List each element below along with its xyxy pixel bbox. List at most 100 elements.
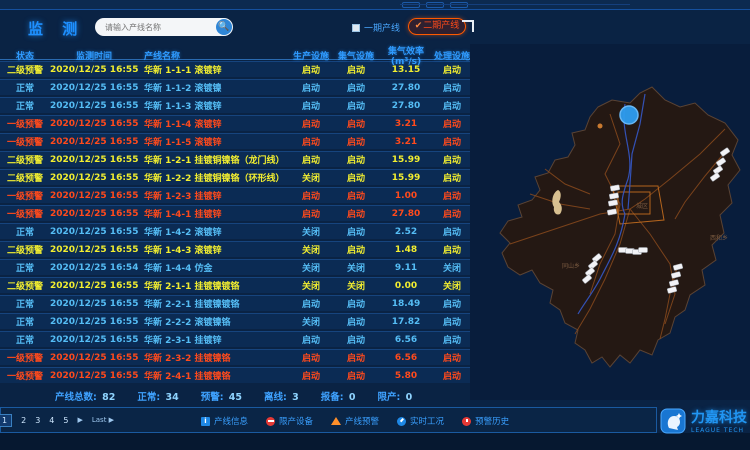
legend-label: 限产设备	[279, 417, 314, 427]
legend-tri-button[interactable]: 产线预警	[331, 415, 379, 427]
column-header: 监测时间	[75, 52, 112, 62]
white-site-marker[interactable]	[607, 208, 617, 216]
cell-time: 2020/12/25 16:55:04	[50, 244, 138, 255]
table-row[interactable]: 正常 2020/12/25 16:55:04 华新 2-2-2 滚镀镍铬 关闭 启动 17…	[0, 313, 470, 329]
summary-item: 离线: 3	[264, 392, 299, 403]
cell-prod: 关闭	[301, 246, 320, 256]
corner-bracket	[462, 20, 474, 32]
cell-status: 一级预警	[6, 354, 43, 364]
table-row[interactable]: 一级预警 2020/12/25 16:55:24 华新 2-3-2 挂镀镍铬 启动 启动…	[0, 349, 470, 365]
site-markers[interactable]	[582, 105, 730, 294]
table-row[interactable]: 一级预警 2020/12/25 16:55:24 华新 1-1-5 滚镀锌 启动 启动 3…	[0, 133, 470, 149]
search-input[interactable]	[95, 22, 216, 32]
table-row[interactable]: 正常 2020/12/25 16:55:24 华新 2-3-1 挂镀锌 启动 启动 6.5…	[0, 331, 470, 347]
last-page-button[interactable]: Last ▶	[91, 416, 115, 424]
cell-eff: 9.11	[394, 262, 418, 273]
white-site-marker[interactable]	[585, 267, 595, 277]
legend-info-button[interactable]: i 产线信息	[201, 415, 248, 427]
white-site-marker[interactable]	[668, 279, 680, 287]
cell-prod: 启动	[301, 120, 320, 130]
cell-name: 华新 1-4-2 滚镀锌	[144, 228, 222, 238]
header: 监 测 🔍 一期产线 ✔二期产线	[0, 10, 750, 44]
page-button-current[interactable]: 1	[0, 413, 13, 427]
cell-gas: 启动	[346, 354, 365, 364]
cell-prod: 启动	[301, 138, 320, 148]
white-site-marker[interactable]	[588, 260, 598, 270]
river	[577, 93, 646, 315]
column-header: 生产设施	[292, 52, 329, 62]
white-site-marker[interactable]	[608, 199, 618, 207]
white-site-marker[interactable]	[592, 253, 602, 263]
bottom-strip	[0, 433, 750, 450]
white-site-marker[interactable]	[710, 172, 720, 182]
page-button[interactable]: 3	[35, 415, 41, 425]
top-chip	[426, 2, 444, 8]
column-header: 产线名称	[144, 52, 181, 62]
phase2-toggle-button[interactable]: ✔二期产线	[408, 18, 466, 35]
cell-time: 2020/12/25 16:55:24	[50, 208, 138, 219]
page-button[interactable]: 4	[49, 415, 55, 425]
table-row[interactable]: 正常 2020/12/25 16:55:24 华新 1-4-2 滚镀锌 关闭 启动 2.5…	[0, 223, 470, 239]
blue-site-marker[interactable]	[619, 105, 639, 125]
next-page-icon[interactable]: ▶	[77, 416, 83, 424]
cell-prod: 关闭	[301, 318, 320, 328]
table-row[interactable]: 二级预警 2020/12/25 16:55:04 华新 1-4-3 滚镀锌 关闭 启动 1…	[0, 241, 470, 257]
check-icon: ✔	[414, 21, 423, 31]
cell-treat: 启动	[442, 84, 461, 94]
table-row[interactable]: 正常 2020/12/25 16:55:24 华新 1-1-3 滚镀锌 启动 启动 27.…	[0, 97, 470, 113]
summary-item: 报备: 0	[320, 392, 356, 403]
phase1-checkbox[interactable]: 一期产线	[352, 21, 400, 34]
white-site-marker[interactable]	[609, 192, 619, 200]
cell-time: 2020/12/25 16:55:24	[50, 370, 138, 381]
table-row[interactable]: 一级预警 2020/12/25 16:55:24 华新 1-1-4 滚镀锌 启动 启动 3…	[0, 115, 470, 131]
cell-gas: 启动	[346, 138, 365, 148]
legend-alarm-button[interactable]: 预警历史	[462, 415, 509, 427]
cell-gas: 启动	[346, 192, 365, 202]
white-site-marker[interactable]	[713, 165, 723, 175]
cell-time: 2020/12/25 16:55:04	[50, 154, 138, 165]
cell-gas: 启动	[346, 210, 365, 220]
cell-prod: 启动	[301, 156, 320, 166]
map-place-label: 西和乡	[710, 234, 728, 242]
table-row[interactable]: 一级预警 2020/12/25 16:55:24 华新 1-2-3 挂镀锌 启动 启动 1…	[0, 187, 470, 203]
cell-gas: 启动	[346, 300, 365, 310]
cell-treat: 启动	[442, 300, 461, 310]
table-row[interactable]: 一级预警 2020/12/25 16:55:24 华新 2-4-1 挂镀镍铬 启动 启动…	[0, 367, 470, 383]
legend-label: 产线预警	[345, 417, 380, 427]
table-row[interactable]: 一级预警 2020/12/25 16:55:24 华新 1-4-1 挂镀锌 启动 启动 2…	[0, 205, 470, 221]
white-site-marker[interactable]	[638, 247, 648, 253]
cell-eff: 18.49	[391, 298, 421, 309]
page-button[interactable]: 2	[21, 415, 27, 425]
column-header: 集气效率(m³/s)	[387, 47, 424, 67]
map-region[interactable]: 同山乡 城区 西和乡	[470, 44, 750, 400]
white-site-marker[interactable]	[672, 263, 684, 271]
table-row[interactable]: 正常 2020/12/25 16:55:04 华新 2-2-1 挂镀镍镀铬 启动 启动 1…	[0, 295, 470, 311]
white-site-marker[interactable]	[610, 184, 620, 192]
table-row[interactable]: 正常 2020/12/25 16:55:24 华新 1-1-2 滚镀镍 启动 启动 27.…	[0, 79, 470, 95]
legend-gauge-button[interactable]: 实时工况	[397, 415, 444, 427]
cell-status: 二级预警	[6, 246, 43, 256]
cell-status: 二级预警	[6, 66, 43, 76]
white-site-marker[interactable]	[670, 271, 682, 279]
cell-name: 华新 2-3-1 挂镀锌	[144, 336, 222, 346]
cell-name: 华新 1-1-3 滚镀锌	[144, 102, 222, 112]
white-site-marker[interactable]	[716, 157, 726, 167]
search-icon[interactable]: 🔍	[216, 19, 232, 35]
white-site-marker[interactable]	[720, 147, 730, 157]
page-button[interactable]: 5	[63, 415, 69, 425]
table-row[interactable]: 正常 2020/12/25 16:54:44 华新 1-4-4 仿金 关闭 关闭 9.11…	[0, 259, 470, 275]
cell-time: 2020/12/25 16:55:04	[50, 316, 138, 327]
table-row[interactable]: 二级预警 2020/12/25 16:55:24 华新 2-1-1 挂镀镍镀铬 关闭 关…	[0, 277, 470, 293]
cell-gas: 启动	[346, 156, 365, 166]
cell-status: 正常	[15, 84, 34, 94]
table-row[interactable]: 二级预警 2020/12/25 16:55:24 华新 1-1-1 滚镀锌 启动 启动 1…	[0, 61, 470, 77]
table-row[interactable]: 二级预警 2020/12/25 16:55:24 华新 1-2-2 挂镀铜镍铬（环形…	[0, 169, 470, 185]
cell-gas: 启动	[346, 372, 365, 382]
cell-name: 华新 1-2-1 挂镀铜镍铬（龙门线）	[144, 156, 285, 166]
table-row[interactable]: 二级预警 2020/12/25 16:55:04 华新 1-2-1 挂镀铜镍铬（龙门…	[0, 151, 470, 167]
white-site-marker[interactable]	[582, 274, 592, 284]
white-site-marker[interactable]	[666, 286, 678, 294]
legend-limit-button[interactable]: 限产设备	[266, 415, 313, 427]
cell-status: 一级预警	[6, 120, 43, 130]
